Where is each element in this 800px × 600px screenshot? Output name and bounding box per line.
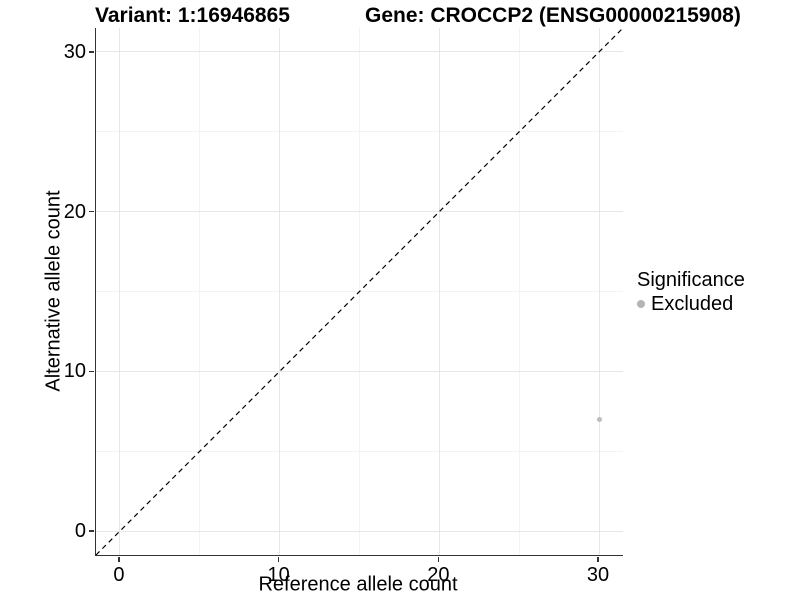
gridline-major-horizontal — [96, 51, 623, 53]
legend: Significance Excluded — [637, 269, 745, 315]
gridline-major-horizontal — [96, 370, 623, 372]
gridline-major-horizontal — [96, 530, 623, 532]
gridline-major-vertical — [119, 28, 121, 555]
y-axis-title: Alternative allele count — [42, 190, 65, 392]
identity-line — [95, 27, 624, 556]
y-tick-label: 30 — [63, 40, 86, 63]
variant-title: Variant: 1:16946865 — [95, 4, 290, 27]
x-tick-label: 10 — [267, 564, 290, 586]
plot-panel — [95, 27, 624, 556]
x-tick-mark — [277, 556, 280, 562]
y-tick-mark — [88, 210, 94, 213]
x-tick-mark — [597, 556, 599, 562]
legend-item-label: Excluded — [651, 293, 734, 315]
y-tick-mark — [88, 51, 94, 53]
gridline-major-horizontal — [96, 211, 623, 213]
data-point — [596, 416, 602, 422]
y-tick-mark — [88, 530, 94, 532]
x-tick-label: 30 — [586, 564, 610, 586]
y-tick-mark — [88, 370, 94, 373]
legend-item-excluded: Excluded — [637, 293, 745, 315]
x-tick-label: 20 — [427, 564, 450, 586]
gridline-major-vertical — [279, 28, 281, 555]
excluded-point-icon — [637, 300, 645, 308]
x-tick-mark — [118, 556, 120, 562]
gridline-minor-horizontal — [96, 131, 623, 133]
gridline-minor-horizontal — [96, 450, 623, 452]
gridline-major-vertical — [438, 28, 440, 555]
y-tick-label: 0 — [74, 520, 86, 543]
y-tick-label: 10 — [63, 360, 86, 383]
gene-title: Gene: CROCCP2 (ENSG00000215908) — [365, 4, 741, 27]
x-axis-title: Reference allele count — [258, 573, 458, 596]
y-tick-label: 20 — [63, 200, 86, 223]
x-tick-label: 0 — [113, 564, 125, 586]
gridline-major-vertical — [598, 28, 600, 555]
legend-title: Significance — [637, 269, 745, 291]
x-tick-mark — [437, 556, 440, 562]
